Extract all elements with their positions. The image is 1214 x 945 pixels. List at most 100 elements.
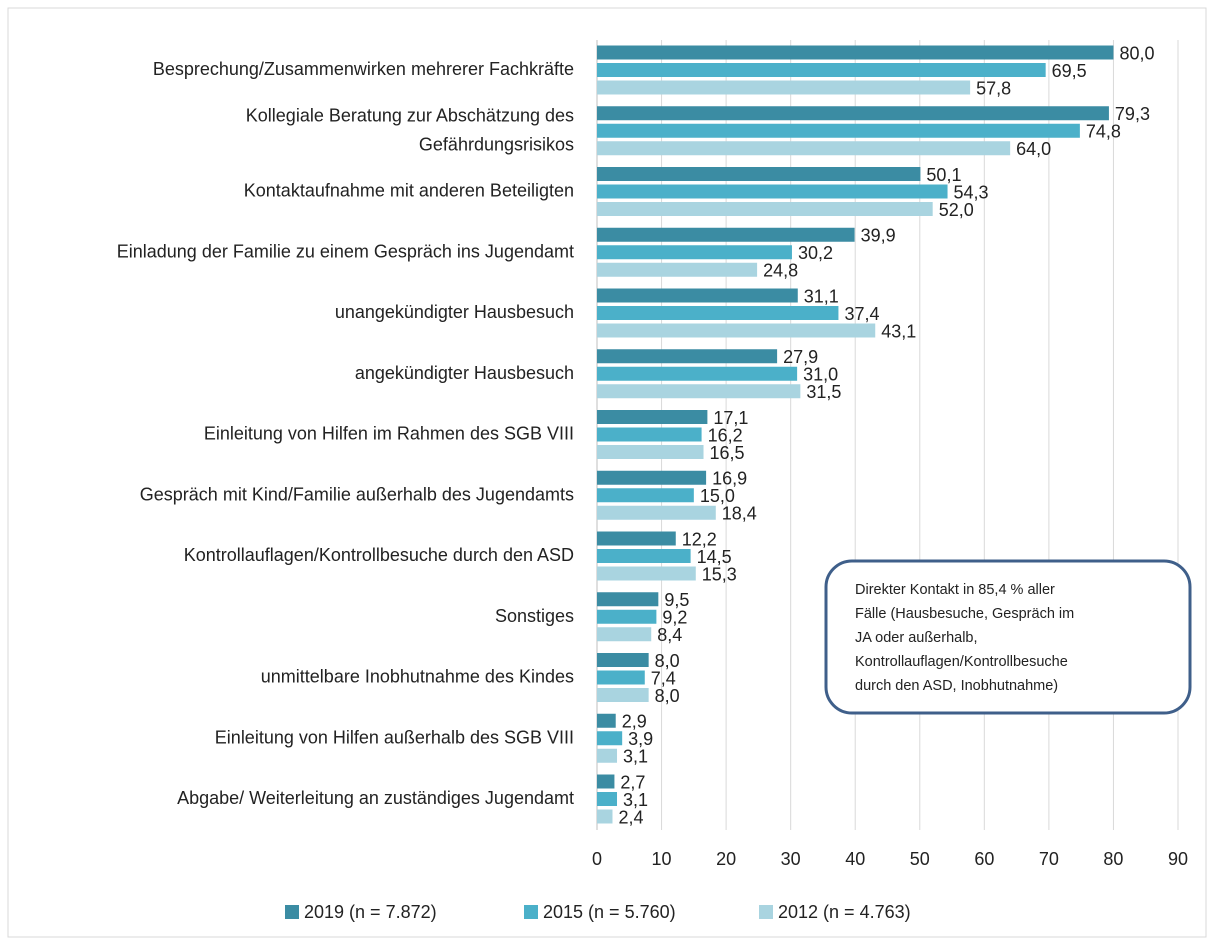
bar bbox=[597, 141, 1011, 156]
bar bbox=[597, 627, 652, 642]
value-label: 7,4 bbox=[651, 668, 676, 688]
y-tick-label: Abgabe/ Weiterleitung an zuständiges Jug… bbox=[177, 788, 574, 808]
value-label: 79,3 bbox=[1115, 104, 1150, 124]
annotation-box bbox=[824, 559, 1192, 715]
x-tick-label: 40 bbox=[845, 849, 865, 869]
bar bbox=[597, 80, 971, 95]
bar bbox=[597, 670, 645, 685]
value-label: 27,9 bbox=[783, 347, 818, 367]
value-label: 3,1 bbox=[623, 747, 648, 767]
bar bbox=[597, 809, 613, 824]
y-tick-label: Gespräch mit Kind/Familie außerhalb des … bbox=[140, 484, 574, 504]
value-label: 74,8 bbox=[1086, 122, 1121, 142]
y-tick-label: unmittelbare Inobhutnahme des Kindes bbox=[261, 666, 574, 686]
value-label: 2,9 bbox=[622, 712, 647, 732]
legend-label: 2012 (n = 4.763) bbox=[778, 902, 911, 922]
value-label: 37,4 bbox=[844, 304, 879, 324]
bar bbox=[597, 45, 1114, 60]
value-label: 31,1 bbox=[804, 286, 839, 306]
x-tick-label: 80 bbox=[1103, 849, 1123, 869]
value-label: 24,8 bbox=[763, 261, 798, 281]
value-label: 15,0 bbox=[700, 486, 735, 506]
bar bbox=[597, 184, 948, 199]
bar bbox=[597, 445, 704, 459]
value-label: 69,5 bbox=[1052, 61, 1087, 81]
x-tick-label: 70 bbox=[1039, 849, 1059, 869]
value-label: 54,3 bbox=[954, 182, 989, 202]
value-label: 43,1 bbox=[881, 321, 916, 341]
legend-label: 2015 (n = 5.760) bbox=[543, 902, 676, 922]
y-tick-label: Kontaktaufnahme mit anderen Beteiligten bbox=[244, 180, 574, 200]
annotation-text: JA oder außerhalb, bbox=[855, 630, 978, 646]
annotation-text: durch den ASD, Inobhutnahme) bbox=[855, 678, 1058, 694]
y-tick-label-line: Abgabe/ Weiterleitung an zuständiges Jug… bbox=[177, 788, 574, 808]
value-label: 15,3 bbox=[702, 564, 737, 584]
bar bbox=[597, 202, 933, 216]
bar bbox=[597, 792, 618, 806]
y-tick-label: Sonstiges bbox=[495, 606, 574, 626]
value-label: 30,2 bbox=[798, 243, 833, 263]
bar bbox=[597, 384, 801, 399]
x-tick-label: 50 bbox=[910, 849, 930, 869]
legend-label: 2019 (n = 7.872) bbox=[304, 902, 437, 922]
bar bbox=[597, 488, 694, 503]
value-label: 14,5 bbox=[697, 547, 732, 567]
y-tick-label: angekündigter Hausbesuch bbox=[355, 363, 574, 383]
y-tick-label-line: unmittelbare Inobhutnahme des Kindes bbox=[261, 666, 574, 686]
y-tick-label: Einleitung von Hilfen außerhalb des SGB … bbox=[215, 727, 574, 747]
bar bbox=[597, 323, 876, 338]
y-tick-label-line: angekündigter Hausbesuch bbox=[355, 363, 574, 383]
value-label: 57,8 bbox=[976, 78, 1011, 98]
value-label: 8,0 bbox=[655, 651, 680, 671]
bar bbox=[597, 609, 657, 624]
x-tick-label: 10 bbox=[652, 849, 672, 869]
y-tick-label: Besprechung/Zusammenwirken mehrerer Fach… bbox=[153, 59, 574, 79]
bar bbox=[597, 427, 702, 442]
x-tick-label: 30 bbox=[781, 849, 801, 869]
value-label: 9,2 bbox=[662, 608, 687, 628]
y-tick-label-line: Sonstiges bbox=[495, 606, 574, 626]
legend-swatch bbox=[524, 905, 538, 919]
value-label: 31,0 bbox=[803, 365, 838, 385]
bar bbox=[597, 245, 792, 260]
bar bbox=[597, 531, 676, 546]
annotation-text: Direkter Kontakt in 85,4 % aller bbox=[855, 582, 1055, 598]
bar bbox=[597, 106, 1109, 121]
bar bbox=[597, 349, 778, 364]
x-tick-label: 60 bbox=[974, 849, 994, 869]
annotation-text: Kontrollauflagen/Kontrollbesuche bbox=[855, 654, 1068, 670]
bar bbox=[597, 549, 691, 563]
y-tick-label-line: Besprechung/Zusammenwirken mehrerer Fach… bbox=[153, 59, 574, 79]
legend-swatch bbox=[285, 905, 299, 919]
bar bbox=[597, 653, 649, 667]
bar bbox=[597, 688, 649, 702]
value-label: 12,2 bbox=[682, 529, 717, 549]
y-tick-label-line: Kollegiale Beratung zur Abschätzung des bbox=[246, 105, 574, 125]
value-label: 50,1 bbox=[926, 165, 961, 185]
bar bbox=[597, 470, 707, 485]
bar bbox=[597, 288, 798, 303]
bar bbox=[597, 592, 659, 607]
x-tick-label: 20 bbox=[716, 849, 736, 869]
y-tick-label: unangekündigter Hausbesuch bbox=[335, 302, 574, 322]
y-tick-label: Kollegiale Beratung zur Abschätzung des G… bbox=[246, 105, 574, 154]
value-label: 18,4 bbox=[722, 504, 757, 524]
legend-swatch bbox=[759, 905, 773, 919]
bar bbox=[597, 713, 616, 728]
bar bbox=[597, 748, 618, 763]
y-tick-label: Einleitung von Hilfen im Rahmen des SGB … bbox=[204, 423, 574, 443]
value-label: 2,7 bbox=[620, 772, 645, 792]
y-tick-label: Kontrollauflagen/Kontrollbesuche durch d… bbox=[184, 545, 574, 565]
annotation-text: Fälle (Hausbesuche, Gespräch im bbox=[855, 606, 1074, 622]
bar bbox=[597, 262, 758, 277]
bar bbox=[597, 505, 716, 520]
value-label: 31,5 bbox=[806, 382, 841, 402]
value-label: 52,0 bbox=[939, 200, 974, 220]
y-tick-label-line: Gespräch mit Kind/Familie außerhalb des … bbox=[140, 484, 574, 504]
y-tick-label-line: Einleitung von Hilfen außerhalb des SGB … bbox=[215, 727, 574, 747]
bar bbox=[597, 410, 708, 424]
bar bbox=[597, 63, 1046, 77]
value-label: 3,1 bbox=[623, 790, 648, 810]
value-label: 39,9 bbox=[861, 226, 896, 246]
